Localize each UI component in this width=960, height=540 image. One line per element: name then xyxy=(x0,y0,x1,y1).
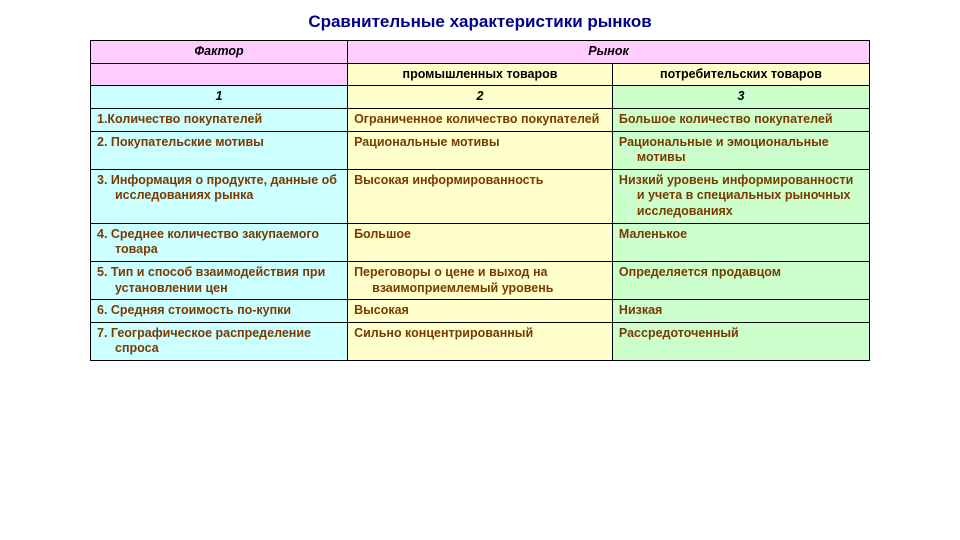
cell-factor: 7. Географическое распределение спроса xyxy=(91,322,348,360)
cell-consumer: Низкий уровень информированности и учета… xyxy=(612,169,869,223)
table-subheader-row: промышленных товаров потребительских тов… xyxy=(91,63,870,86)
table-header-row: Фактор Рынок xyxy=(91,41,870,64)
cell-factor: 6. Средняя стоимость по-купки xyxy=(91,300,348,323)
cell-consumer: Рациональные и эмоциональные мотивы xyxy=(612,131,869,169)
colnum-2: 2 xyxy=(348,86,613,109)
page-title: Сравнительные характеристики рынков xyxy=(90,12,870,32)
comparison-table: Фактор Рынок промышленных товаров потреб… xyxy=(90,40,870,361)
cell-industrial: Сильно концентрированный xyxy=(348,322,613,360)
cell-industrial: Ограниченное количество покупателей xyxy=(348,108,613,131)
table-row: 1.Количество покупателей Ограниченное ко… xyxy=(91,108,870,131)
subheader-consumer: потребительских товаров xyxy=(612,63,869,86)
header-factor: Фактор xyxy=(91,41,348,64)
table-row: 7. Географическое распределение спроса С… xyxy=(91,322,870,360)
header-market: Рынок xyxy=(348,41,870,64)
cell-consumer: Маленькое xyxy=(612,223,869,261)
colnum-3: 3 xyxy=(612,86,869,109)
cell-factor: 3. Информация о продукте, данные об иссл… xyxy=(91,169,348,223)
cell-factor: 1.Количество покупателей xyxy=(91,108,348,131)
table-row: 5. Тип и способ взаимодействия при устан… xyxy=(91,261,870,299)
cell-factor: 5. Тип и способ взаимодействия при устан… xyxy=(91,261,348,299)
cell-industrial: Высокая xyxy=(348,300,613,323)
cell-factor: 4. Среднее количество закупаемого товара xyxy=(91,223,348,261)
cell-industrial: Рациональные мотивы xyxy=(348,131,613,169)
colnum-1: 1 xyxy=(91,86,348,109)
subheader-blank xyxy=(91,63,348,86)
cell-industrial: Высокая информированность xyxy=(348,169,613,223)
cell-consumer: Низкая xyxy=(612,300,869,323)
table-row: 3. Информация о продукте, данные об иссл… xyxy=(91,169,870,223)
table-row: 6. Средняя стоимость по-купки Высокая Ни… xyxy=(91,300,870,323)
cell-consumer: Большое количество покупателей xyxy=(612,108,869,131)
cell-consumer: Определяется продавцом xyxy=(612,261,869,299)
table-row: 4. Среднее количество закупаемого товара… xyxy=(91,223,870,261)
table-row: 2. Покупательские мотивы Рациональные мо… xyxy=(91,131,870,169)
cell-factor: 2. Покупательские мотивы xyxy=(91,131,348,169)
cell-consumer: Рассредоточенный xyxy=(612,322,869,360)
subheader-industrial: промышленных товаров xyxy=(348,63,613,86)
table-number-row: 1 2 3 xyxy=(91,86,870,109)
cell-industrial: Переговоры о цене и выход на взаимоприем… xyxy=(348,261,613,299)
cell-industrial: Большое xyxy=(348,223,613,261)
